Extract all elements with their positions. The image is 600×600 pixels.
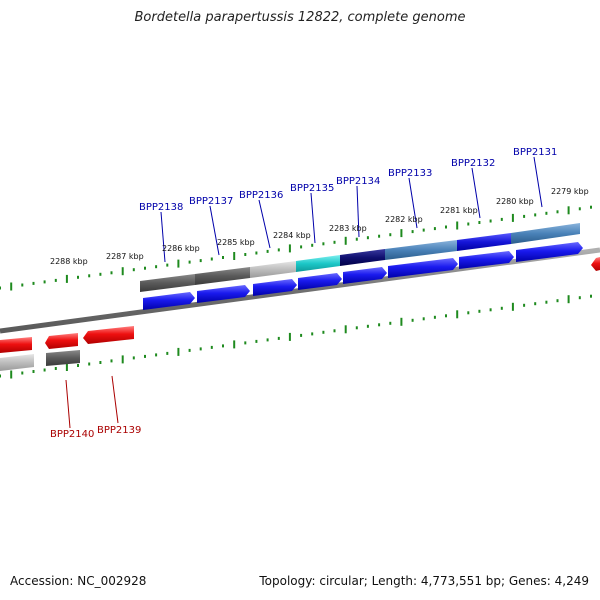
genome-summary-text: Topology: circular; Length: 4,773,551 bp… <box>259 574 589 588</box>
gene-label: BPP2138 <box>139 202 183 213</box>
kbp-ruler <box>0 205 592 379</box>
gene-label: BPP2136 <box>239 190 283 201</box>
gene-label: BPP2133 <box>388 168 432 179</box>
gene-label: BPP2131 <box>513 147 557 158</box>
gene-label: BPP2135 <box>290 183 334 194</box>
label-leaders <box>65 156 543 429</box>
kbp-label: 2280 kbp <box>496 197 534 206</box>
kbp-label: 2282 kbp <box>385 215 423 224</box>
gene-label: BPP2139 <box>97 425 141 436</box>
kbp-label: 2285 kbp <box>217 238 255 247</box>
kbp-label: 2286 kbp <box>162 244 200 253</box>
gene-label: BPP2140 <box>50 429 94 440</box>
kbp-label: 2288 kbp <box>50 257 88 266</box>
kbp-label: 2284 kbp <box>273 231 311 240</box>
kbp-label: 2281 kbp <box>440 206 478 215</box>
gene-label: BPP2132 <box>451 158 495 169</box>
reverse-gene-labels: BPP2140 BPP2139 <box>50 425 141 440</box>
reverse-genes <box>0 257 600 353</box>
map-title: Bordetella parapertussis 12822, complete… <box>134 10 466 25</box>
gene-label: BPP2137 <box>189 196 233 207</box>
kbp-labels: 2288 kbp 2287 kbp 2286 kbp 2285 kbp 2284… <box>50 187 589 266</box>
feature-band-upper <box>140 223 580 292</box>
kbp-label: 2279 kbp <box>551 187 589 196</box>
forward-gene-labels: BPP2138 BPP2137 BPP2136 BPP2135 BPP2134 … <box>139 147 557 213</box>
accession-text: Accession: NC_002928 <box>10 574 147 588</box>
kbp-label: 2287 kbp <box>106 252 144 261</box>
gene-label: BPP2134 <box>336 176 380 187</box>
kbp-label: 2283 kbp <box>329 224 367 233</box>
forward-genes <box>143 242 583 310</box>
feature-band-lower <box>0 350 80 371</box>
